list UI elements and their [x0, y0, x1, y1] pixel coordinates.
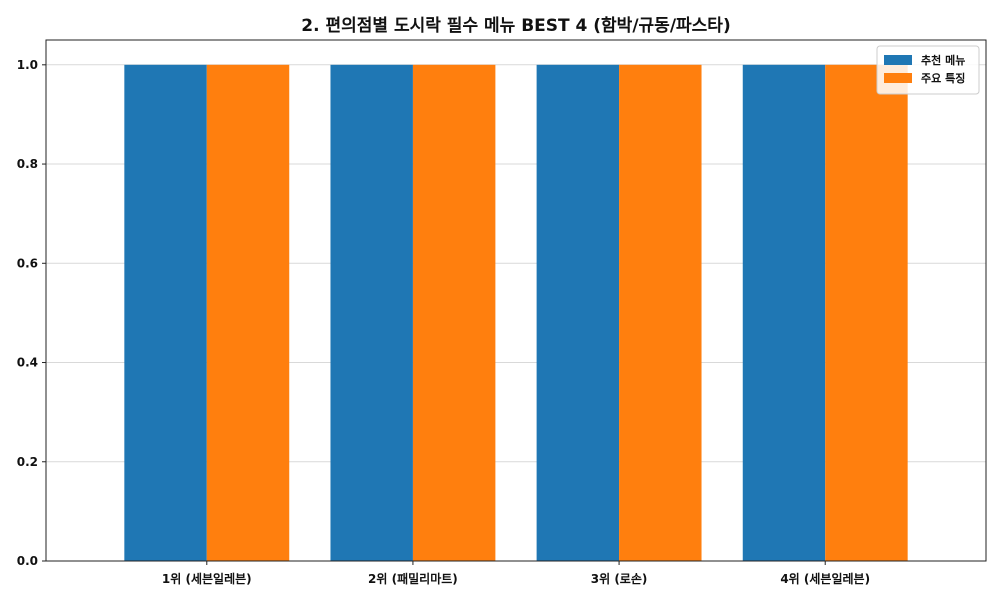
bars-group	[124, 64, 908, 562]
x-tick-label: 2위 (패밀리마트)	[368, 571, 458, 586]
y-tick-label: 0.6	[17, 256, 38, 270]
bar-key-feature	[619, 64, 702, 562]
legend-label: 주요 특징	[921, 71, 965, 85]
x-tick-label: 1위 (세븐일레븐)	[162, 571, 252, 586]
bar-recommended-menu	[124, 64, 207, 562]
bar-key-feature	[825, 64, 908, 562]
bar-key-feature	[412, 64, 496, 562]
x-tick-label: 4위 (세븐일레븐)	[780, 571, 870, 586]
legend-swatch	[884, 73, 912, 83]
bar-recommended-menu	[742, 64, 826, 562]
y-tick-label: 0.2	[17, 455, 38, 469]
legend-label: 추천 메뉴	[921, 53, 965, 67]
y-tick-label: 1.0	[17, 58, 38, 72]
x-axis: 1위 (세븐일레븐) 2위 (패밀리마트) 3위 (로손) 4위 (세븐일레븐)	[162, 561, 870, 586]
y-tick-label: 0.0	[17, 554, 38, 568]
y-tick-label: 0.8	[17, 157, 38, 171]
bar-key-feature	[206, 64, 290, 562]
plot-frame	[45, 39, 987, 562]
bar-recommended-menu	[330, 64, 413, 562]
legend-swatch	[884, 55, 912, 65]
chart-title: 2. 편의점별 도시락 필수 메뉴 BEST 4 (함박/규동/파스타)	[301, 15, 730, 36]
y-axis: 0.0 0.2 0.4 0.6 0.8 1.0	[17, 58, 46, 568]
x-tick-label: 3위 (로손)	[591, 572, 648, 586]
bar-recommended-menu	[536, 64, 620, 562]
y-tick-label: 0.4	[17, 356, 38, 370]
